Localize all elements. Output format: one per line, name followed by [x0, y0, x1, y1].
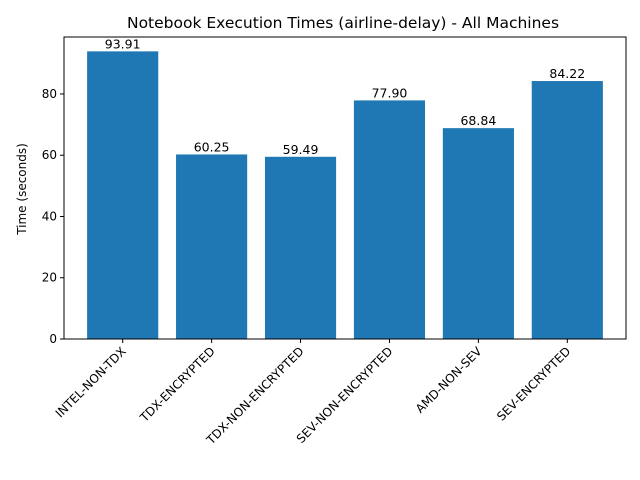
y-axis-label: Time (seconds) [15, 143, 29, 236]
data-label: 77.90 [372, 85, 408, 100]
y-tick-label: 80 [42, 87, 57, 101]
bar-tdx-encrypted [176, 154, 248, 339]
plot-frame [63, 36, 627, 340]
data-label: 84.22 [549, 66, 585, 81]
y-tick-label: 40 [42, 209, 57, 223]
bar-sev-non-encrypted [353, 100, 426, 340]
bar-intel-non-tdx [87, 51, 159, 340]
chart-title: Notebook Execution Times (airline-delay)… [127, 14, 559, 32]
data-label: 60.25 [194, 139, 230, 154]
data-label: 68.84 [460, 113, 496, 128]
bars-layer: 93.91 60.25 59.49 77.90 68.84 84.22 [87, 36, 603, 340]
data-label: 59.49 [283, 142, 319, 157]
y-axis: 0 20 40 60 80 [42, 87, 64, 346]
bar-amd-non-sev [442, 128, 514, 339]
y-tick-label: 0 [49, 332, 57, 346]
bar-tdx-non-encrypted [264, 156, 337, 339]
data-label: 93.91 [105, 36, 141, 51]
bar-sev-encrypted [531, 81, 603, 339]
y-tick-label: 60 [42, 148, 57, 162]
y-tick-label: 20 [42, 271, 57, 285]
